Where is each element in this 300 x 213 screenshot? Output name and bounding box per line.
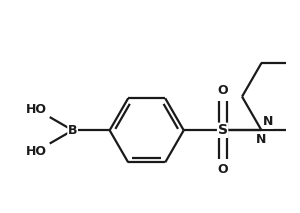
Text: O: O [217,84,228,97]
Text: HO: HO [26,103,47,116]
Text: N: N [263,115,273,128]
Text: O: O [217,163,228,176]
Text: B: B [68,124,77,137]
Text: S: S [218,123,228,137]
Text: HO: HO [26,145,47,158]
Text: N: N [256,133,267,146]
